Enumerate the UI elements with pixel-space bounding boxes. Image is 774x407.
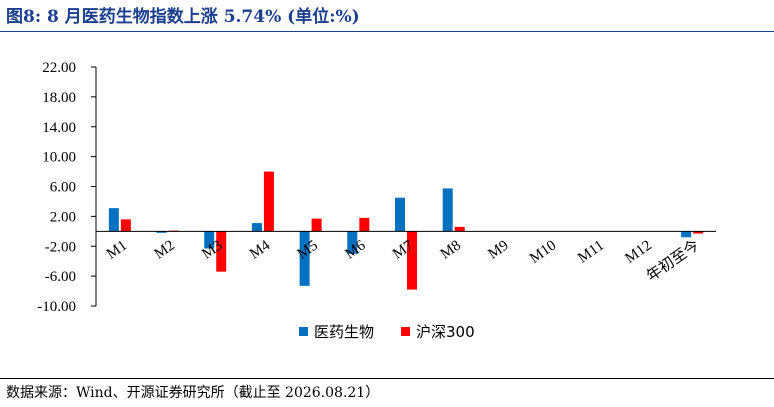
y-tick-label: -2.00 — [45, 239, 76, 255]
legend-label-series-2: 沪深300 — [416, 323, 475, 341]
x-category-label: 年初至今 — [644, 237, 703, 285]
y-tick-label: -10.00 — [37, 299, 76, 315]
bar-series-1-3 — [204, 231, 215, 249]
bar-series-1-1 — [108, 208, 119, 232]
bar-series-1-5 — [299, 231, 310, 286]
y-axis-ticks: 22.00 18.00 14.00 10.00 6.00 2.00 -2.00 -6.00 -1… — [37, 60, 96, 315]
x-category-label: M12 — [622, 237, 654, 266]
y-tick-label: 14.00 — [42, 120, 76, 136]
chart: 22.00 18.00 14.00 10.00 6.00 2.00 -2.00 -6.00 -1… — [37, 60, 716, 341]
bars-layer — [108, 171, 704, 290]
source-note: 数据来源：Wind、开源证券研究所（截止至 2026.08.21） — [6, 385, 380, 401]
x-category-label: M10 — [527, 237, 559, 266]
bar-series-2-1 — [120, 219, 131, 232]
y-tick-label: 6.00 — [50, 180, 76, 196]
y-tick-label: -6.00 — [45, 269, 76, 285]
bar-series-2-4 — [263, 171, 274, 232]
bar-series-2-7 — [407, 231, 417, 290]
bar-series-1-6 — [347, 231, 358, 254]
x-category-label: M4 — [247, 237, 274, 262]
y-tick-label: 18.00 — [42, 90, 76, 106]
bar-series-2-6 — [359, 217, 370, 232]
x-category-label: M8 — [438, 237, 464, 262]
x-category-label: M9 — [485, 237, 511, 262]
figure-title: 图8: 8 月医药生物指数上涨 5.74% (单位:%) — [6, 7, 360, 27]
legend: 医药生物 沪深300 — [299, 323, 475, 341]
legend-swatch-series-2 — [401, 327, 410, 336]
x-category-label: M2 — [152, 237, 178, 262]
bar-series-2-3 — [216, 231, 227, 272]
title-rule — [0, 31, 774, 32]
y-tick-label: 10.00 — [42, 150, 76, 166]
bar-series-2-8 — [454, 226, 465, 232]
bar-series-1-4 — [251, 223, 262, 232]
x-category-label: M1 — [104, 237, 130, 262]
bar-series-2-13 — [693, 231, 704, 234]
bar-series-1-8 — [442, 188, 453, 232]
bar-series-1-13 — [681, 231, 692, 238]
bar-series-1-2 — [156, 231, 167, 233]
x-category-label: M11 — [575, 237, 607, 266]
x-category-label: M5 — [295, 237, 321, 262]
legend-label-series-1: 医药生物 — [314, 323, 374, 341]
bar-series-1-7 — [395, 197, 405, 232]
source-rule — [0, 378, 774, 379]
y-tick-label: 2.00 — [50, 209, 76, 225]
y-tick-label: 22.00 — [42, 60, 76, 76]
x-category-label: M6 — [342, 237, 369, 262]
legend-swatch-series-1 — [299, 327, 308, 336]
bar-series-2-5 — [311, 218, 322, 232]
